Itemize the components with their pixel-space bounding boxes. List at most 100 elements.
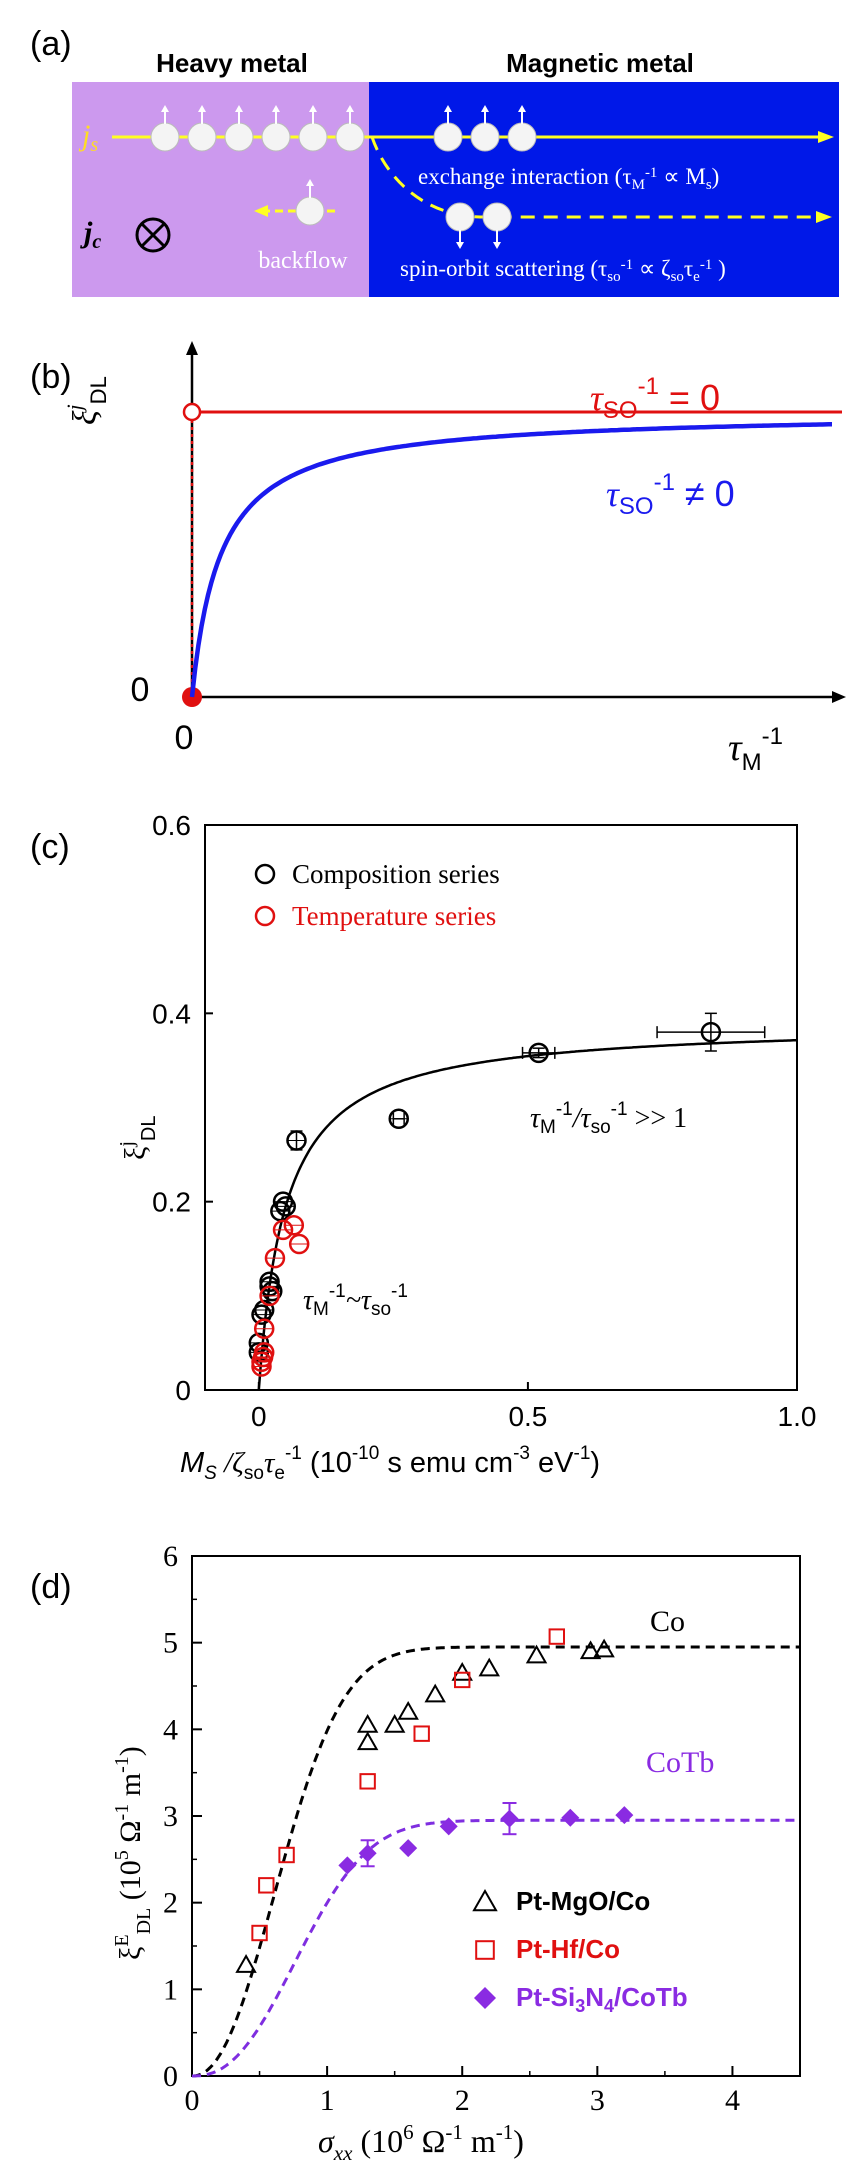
y-tick-label: 0 (131, 671, 150, 709)
spin-electron (335, 122, 365, 152)
panel-a: (a) Heavy metal Magnetic metal js jc bac… (30, 25, 839, 297)
square-marker (258, 1877, 275, 1894)
data-point (264, 1247, 286, 1269)
triangle-marker (356, 1731, 379, 1751)
triangle-marker (356, 1713, 379, 1733)
spin-up-arrowhead (161, 105, 169, 112)
square-marker (475, 1940, 495, 1960)
triangle-marker (525, 1644, 548, 1664)
spin-electron (261, 122, 291, 152)
plot-frame (204, 824, 798, 1391)
data-point (388, 1108, 409, 1130)
square-marker (548, 1628, 565, 1645)
data-point (528, 1042, 549, 1064)
panel-d-label: (d) (30, 1568, 72, 1606)
diamond-marker (439, 1817, 458, 1836)
triangle-marker (593, 1638, 615, 1658)
annotation-low-ratio: τM-1~τso-1 (303, 1281, 408, 1320)
data-point (283, 1214, 305, 1236)
curve-label-co: Co (650, 1605, 685, 1638)
spin-electron (433, 122, 463, 152)
spin-up-arrowhead (309, 105, 317, 112)
y-tick-label: 2 (163, 1887, 178, 1920)
y-tick-label: 0 (163, 2060, 178, 2093)
annotation-high-ratio: τM-1/τso-1 >> 1 (530, 1099, 687, 1138)
spin-electron (187, 122, 217, 152)
triangle-marker (397, 1700, 419, 1720)
y-axis-arrowhead (186, 341, 198, 355)
data-point (253, 1342, 275, 1363)
spin-electron (150, 122, 180, 152)
x-tick-label: 1.0 (778, 1401, 817, 1432)
data-point (288, 1233, 310, 1255)
x-tick-label: 4 (725, 2084, 740, 2117)
heavy-metal-title: Heavy metal (156, 48, 308, 78)
y-axis-label: ξjDL (62, 376, 111, 425)
panel-b: (b) 00 ξjDL τM-1 τSO-1 = 0 τSO-1 ≠ 0 (30, 341, 846, 776)
x-tick-label: 1 (320, 2084, 335, 2117)
into-page-icon (135, 217, 171, 253)
series-label-tau-so-nonzero: τSO-1 ≠ 0 (606, 469, 735, 520)
legend-marker (254, 863, 276, 885)
curve-label-cotb: CoTb (646, 1746, 714, 1779)
scattered-electron (482, 202, 512, 232)
magnetic-metal-title: Magnetic metal (506, 48, 694, 78)
y-tick-label: 3 (163, 1800, 178, 1833)
y-tick-label: 0.4 (152, 998, 191, 1029)
spin-down-arrowhead (456, 242, 464, 249)
legend-label: Composition series (292, 859, 500, 889)
y-axis-label: ξEDL (105 Ω-1 m-1) (111, 1746, 155, 1960)
spin-current-arrowhead (818, 131, 834, 143)
scattered-electron (445, 202, 475, 232)
spin-up-arrowhead (306, 179, 314, 186)
jc-label: jc (80, 216, 101, 253)
spin-orbit-label: spin-orbit scattering (τso-1 ∝ ζsoτe-1 ) (400, 256, 726, 285)
square-marker (359, 1773, 376, 1790)
panel-c-label: (c) (30, 828, 70, 866)
exchange-interaction-label: exchange interaction (τM-1 ∝ Ms) (418, 164, 719, 193)
y-axis-label: ξjDL (116, 1115, 160, 1160)
spin-electrons (112, 105, 834, 249)
heavy-metal-region (72, 82, 369, 297)
spin-electron (298, 122, 328, 152)
legend-label: Pt-MgO/Co (516, 1886, 650, 1916)
panel-a-label: (a) (30, 25, 72, 63)
backflow-electron (295, 196, 325, 226)
x-tick-label: 2 (455, 2084, 470, 2117)
square-marker (454, 1671, 471, 1689)
panel-b-label: (b) (30, 358, 72, 396)
data-point (700, 1021, 722, 1043)
backflow-label: backflow (258, 248, 348, 274)
x-axis-label: MS /ζsoτe-1 (10-10 s emu cm-3 eV-1) (180, 1443, 600, 1484)
backflow-arrowhead (254, 205, 268, 217)
fit-curve-co (191, 1645, 800, 2078)
square-marker (413, 1725, 430, 1742)
square-marker (278, 1846, 295, 1864)
data-point (253, 1318, 275, 1340)
triangle-marker (235, 1954, 257, 1973)
x-tick-label: 0 (251, 1401, 267, 1432)
y-tick-label: 0.6 (152, 810, 191, 841)
spin-up-arrowhead (235, 105, 243, 112)
triangle-marker (383, 1713, 406, 1733)
open-point-marker (182, 402, 202, 422)
square-marker (251, 1924, 268, 1942)
triangle-marker (424, 1683, 446, 1703)
x-tick-label: 3 (590, 2084, 605, 2117)
legend-marker (254, 905, 276, 927)
series-line-tau-so-nonzero (189, 422, 832, 698)
panel-d: (d) 0 1 2 3 4 0 1 2 3 4 5 6 Co CoTb Pt-MgO/Co Pt-Hf/Co P… (30, 1540, 801, 2165)
triangle-marker (579, 1640, 602, 1660)
panel-c: (c) 0 0.5 1.0 0 0.2 0.4 0.6 Composition series T… (30, 810, 816, 1484)
diamond-marker (615, 1806, 634, 1825)
spin-electron (507, 122, 537, 152)
series-label-tau-so-zero: τSO-1 = 0 (590, 373, 720, 424)
y-tick-label: 5 (163, 1627, 178, 1660)
spin-orbit-arrowhead (816, 211, 832, 223)
fit-curve-cotb (192, 1818, 800, 2078)
spin-down-arrowhead (493, 242, 501, 249)
spin-electron (224, 122, 254, 152)
x-tick-label: 0 (175, 719, 194, 757)
diamond-marker (358, 1844, 377, 1863)
